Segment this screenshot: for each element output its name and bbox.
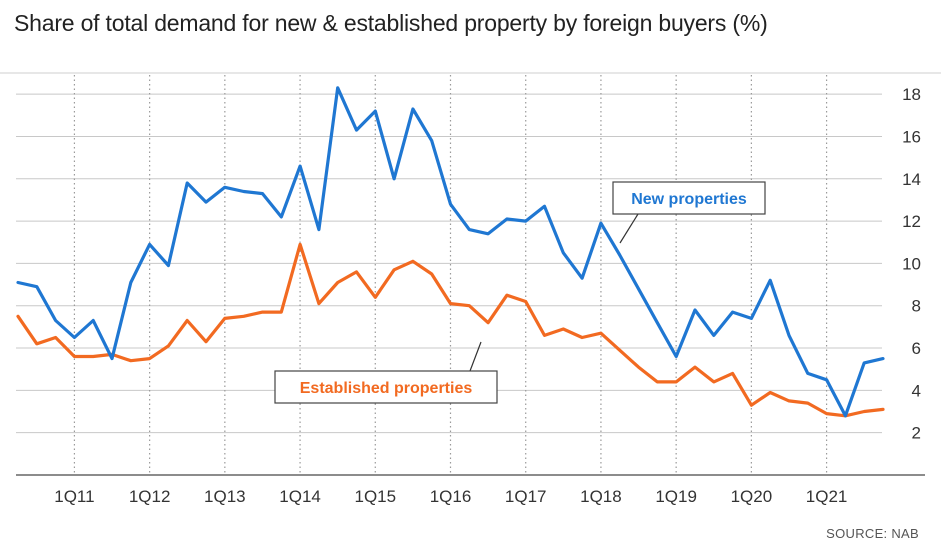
x-tick-label: 1Q12 xyxy=(129,487,171,506)
x-tick-label: 1Q18 xyxy=(580,487,622,506)
x-tick-label: 1Q13 xyxy=(204,487,246,506)
y-tick-label: 10 xyxy=(902,254,921,273)
x-tick-label: 1Q16 xyxy=(430,487,472,506)
y-tick-label: 4 xyxy=(912,381,921,400)
y-tick-label: 8 xyxy=(912,297,921,316)
series-layer xyxy=(16,86,885,418)
y-tick-label: 12 xyxy=(902,212,921,231)
callout-label: New properties xyxy=(631,191,747,208)
x-tick-label: 1Q14 xyxy=(279,487,321,506)
series-line-established-properties xyxy=(16,242,885,418)
y-tick-label: 18 xyxy=(902,85,921,104)
x-tick-label: 1Q17 xyxy=(505,487,547,506)
callout-layer: New properties Established properties xyxy=(274,181,766,404)
x-tick-label: 1Q19 xyxy=(655,487,697,506)
x-tick-label: 1Q15 xyxy=(354,487,396,506)
callout-leader xyxy=(619,213,639,244)
tick-label-layer: 2 4 6 8 10 12 14 16 18 1Q11 1Q12 1Q13 1Q14 1Q15 1Q16 1Q… xyxy=(54,85,921,506)
series-line-new-properties xyxy=(16,86,885,418)
y-tick-label: 16 xyxy=(902,127,921,146)
x-tick-label: 1Q11 xyxy=(54,487,94,506)
grid-layer xyxy=(0,72,941,476)
callout-leader xyxy=(469,341,482,372)
x-tick-label: 1Q21 xyxy=(806,487,848,506)
y-tick-label: 14 xyxy=(902,170,921,189)
chart-title: Share of total demand for new & establis… xyxy=(14,10,768,36)
callout-label: Established properties xyxy=(300,380,473,397)
callout-box xyxy=(274,370,498,404)
source-note: SOURCE: NAB xyxy=(826,526,919,541)
y-tick-label: 2 xyxy=(912,424,921,443)
callout-box xyxy=(612,181,766,215)
y-tick-label: 6 xyxy=(912,339,921,358)
x-tick-label: 1Q20 xyxy=(731,487,773,506)
